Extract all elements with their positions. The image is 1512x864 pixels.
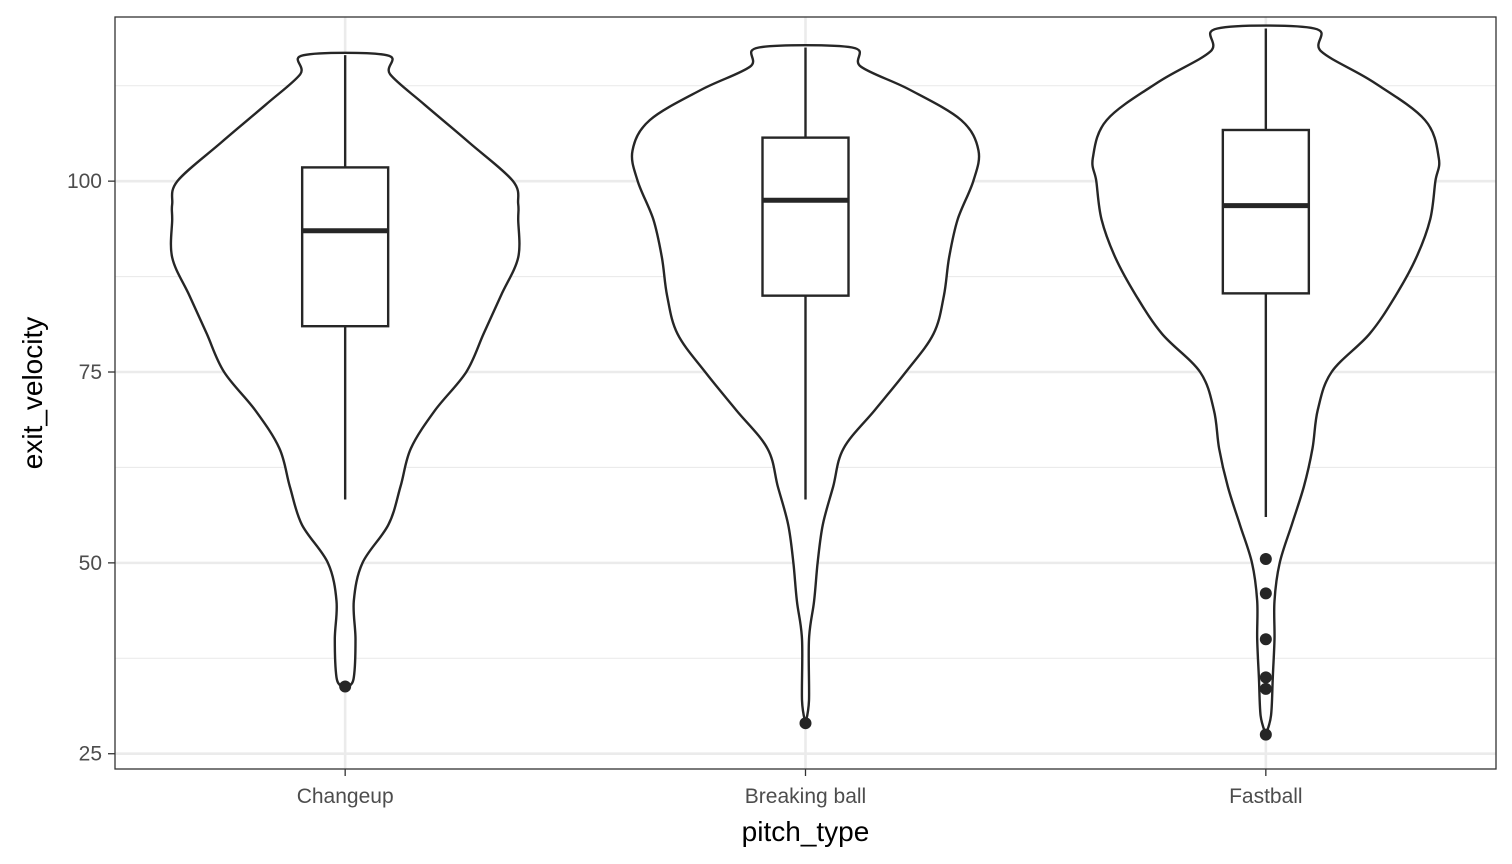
outlier-point <box>1259 633 1272 646</box>
x-tick-label: Breaking ball <box>745 785 866 808</box>
box-iqr <box>1221 128 1311 295</box>
y-axis-title: exit_velocity <box>17 317 48 470</box>
x-tick-label: Fastball <box>1229 785 1303 808</box>
x-axis-title: pitch_type <box>742 816 870 847</box>
y-tick-label: 25 <box>79 743 102 766</box>
outlier-point <box>1259 671 1272 684</box>
outlier-point <box>1259 682 1272 695</box>
violins-layer <box>169 24 1441 741</box>
outlier-point <box>1259 587 1272 600</box>
outlier-point <box>1259 553 1272 566</box>
box-iqr <box>761 136 850 297</box>
y-tick-label: 100 <box>67 170 102 193</box>
x-axis: Changeup Breaking ball Fastball <box>297 769 1303 808</box>
y-tick-label: 50 <box>79 552 102 575</box>
outlier-point <box>339 680 352 693</box>
y-axis: 25 50 75 100 <box>67 170 115 766</box>
outlier-point <box>799 717 812 730</box>
y-tick-label: 75 <box>79 361 102 384</box>
outlier-point <box>1259 728 1272 741</box>
box-iqr <box>300 166 390 328</box>
x-tick-label: Changeup <box>297 785 394 808</box>
